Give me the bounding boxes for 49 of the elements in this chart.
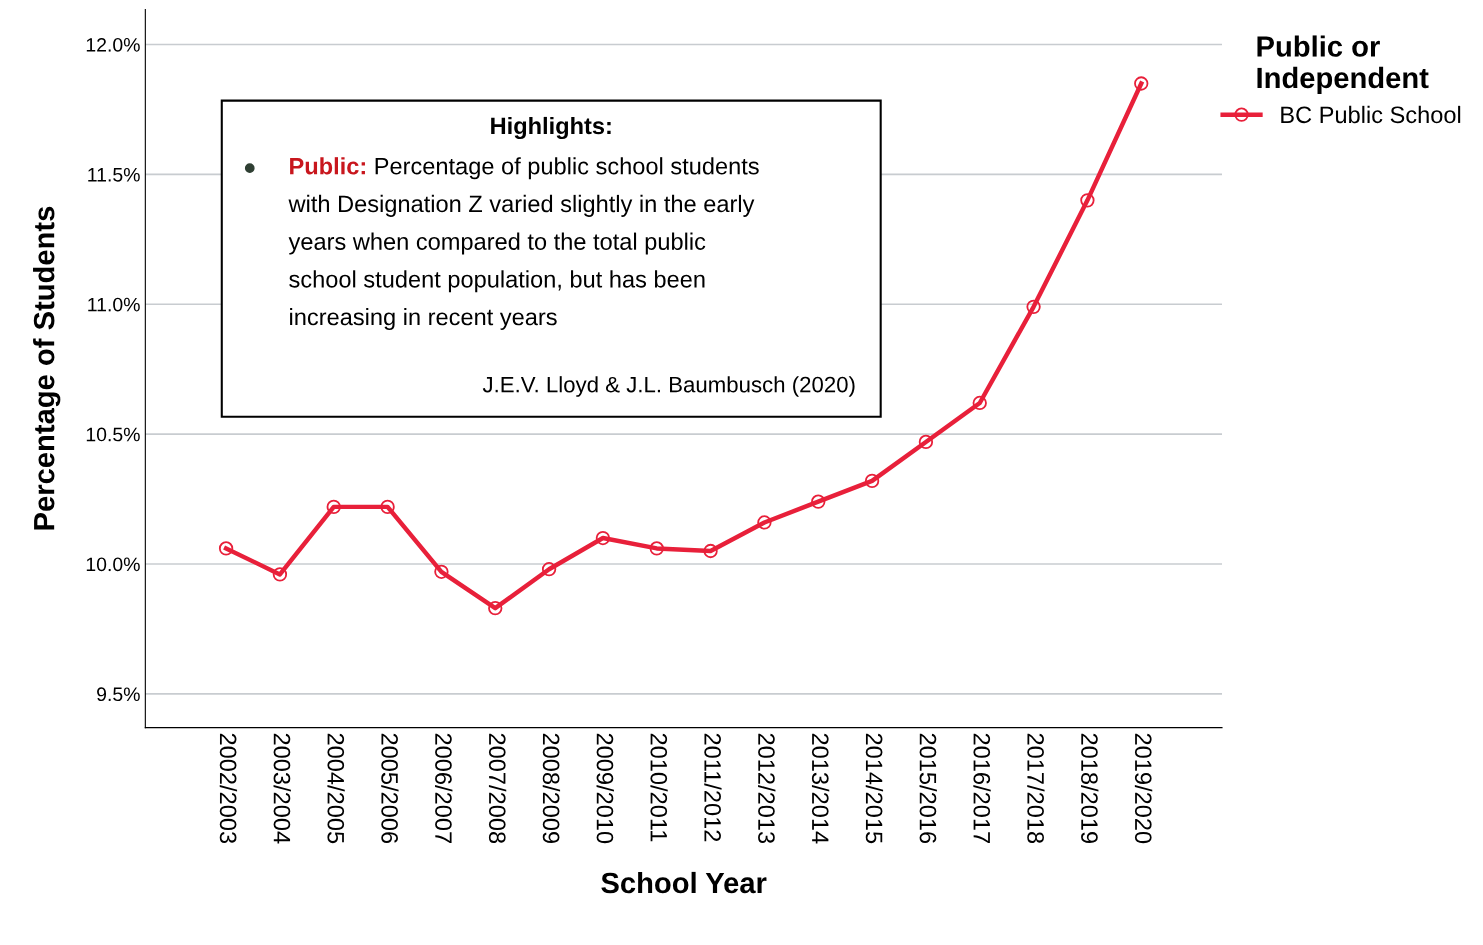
y-tick-label: 11.0% [88, 297, 140, 312]
y-tick-label: 9.5% [97, 687, 140, 702]
x-tick-label: 2005/2006 [381, 733, 399, 844]
x-tick-label: 2016/2017 [973, 733, 991, 843]
x-tick-label: 2011/2012 [704, 733, 722, 842]
point [703, 543, 718, 559]
point [434, 564, 449, 579]
point [918, 434, 934, 450]
point [757, 515, 772, 530]
x-tick-label: 2003/2004 [273, 733, 291, 844]
x-axis-title: School Year [601, 871, 767, 894]
x-tick-label: 2017/2018 [1027, 733, 1045, 844]
annotation: J.E.V. Lloyd & J.L. Baumbusch (2020) [482, 376, 855, 397]
point [541, 562, 557, 577]
point [1026, 299, 1041, 315]
x-tick-label: 2015/2016 [919, 733, 937, 844]
x-tick-label: 2018/2019 [1081, 733, 1099, 843]
legend-label: BC Public School [1281, 105, 1461, 124]
y-tick-label: 12.0% [86, 37, 140, 52]
x-tick-label: 2008/2009 [542, 733, 561, 843]
x-tick-label: 2009/2010 [596, 733, 614, 844]
x-tick-label: 2013/2014 [811, 733, 830, 844]
x-tick-label: 2007/2008 [488, 733, 507, 844]
legend-title: Public or Independent [1257, 35, 1429, 95]
x-tick-label: 2019/2020 [1134, 733, 1153, 844]
x-tick-label: 2014/2015 [865, 733, 884, 844]
point [218, 541, 234, 556]
point [326, 499, 341, 515]
x-tick-label: 2012/2013 [758, 733, 776, 844]
y-axis-title: Percentage of Students [33, 206, 61, 530]
x-tick-label: 2004/2005 [327, 733, 345, 844]
y-tick-label: 10.5% [86, 427, 140, 442]
x-tick-label: 2002/2003 [219, 733, 238, 844]
annotation: Highlights: [491, 116, 611, 140]
point [1080, 193, 1095, 208]
point [864, 473, 880, 489]
x-tick-label: 2006/2007 [435, 733, 453, 843]
point [380, 499, 395, 515]
point [595, 530, 611, 546]
point [488, 601, 503, 616]
annotation: Public: Percentage of public school students with Designation Z varied slightly in the early years when compared to the total public school student population, but has been increasing in recent years [288, 157, 759, 330]
x-tick-label: 2010/2011 [650, 733, 668, 842]
y-tick-label: 11.5% [88, 167, 140, 182]
point [649, 541, 664, 556]
point [272, 567, 288, 582]
point [972, 395, 987, 411]
point [811, 494, 826, 509]
y-tick-label: 10.0% [86, 557, 140, 572]
point [1134, 76, 1149, 91]
